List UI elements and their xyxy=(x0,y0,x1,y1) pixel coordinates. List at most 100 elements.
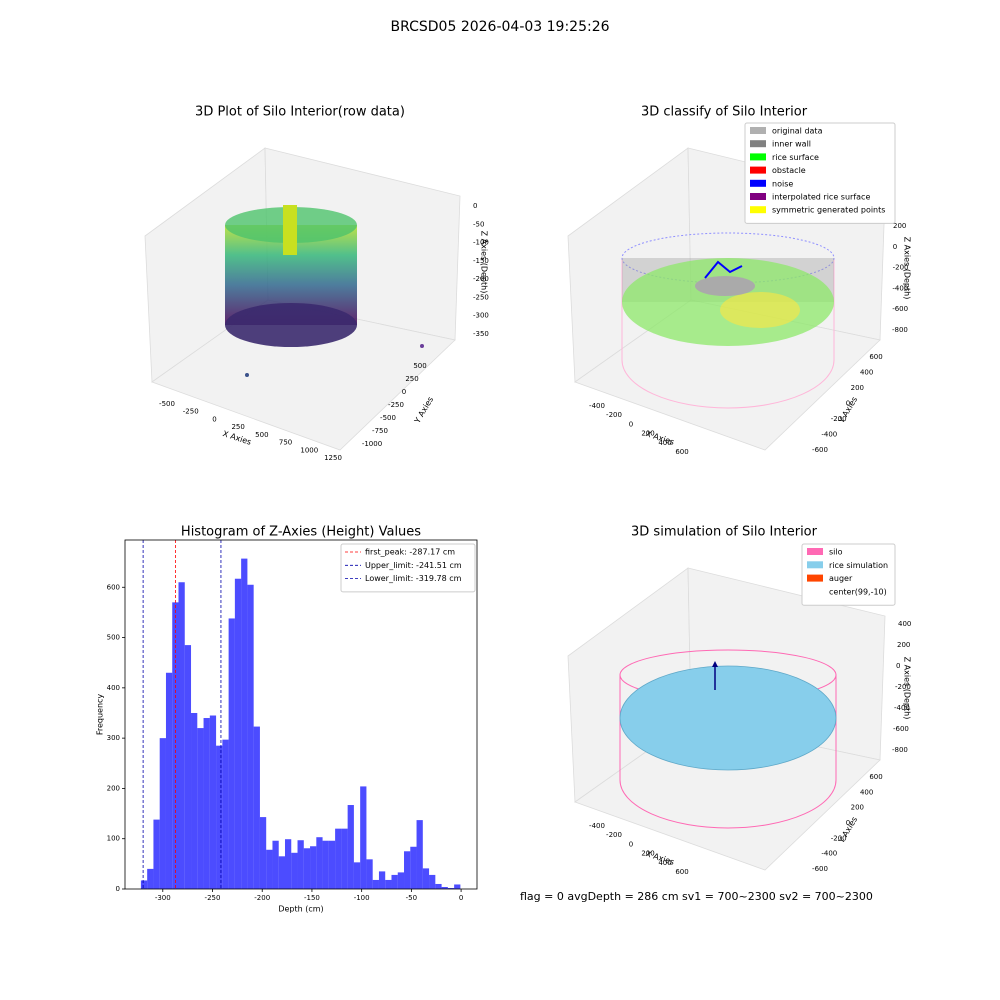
histogram-bar xyxy=(247,584,254,889)
z-tick-label: -200 xyxy=(473,275,489,283)
y-tick-label: 0 xyxy=(846,400,850,408)
z-tick-label: 200 xyxy=(897,641,910,649)
histogram-bar xyxy=(266,849,273,889)
histogram-bar xyxy=(347,805,354,889)
y-tick-label: 200 xyxy=(107,784,120,792)
y-tick-label: 0 xyxy=(402,388,406,396)
z-tick-label: 400 xyxy=(898,620,911,628)
histogram-bar xyxy=(435,883,442,889)
z-tick-label: -600 xyxy=(892,305,908,313)
legend-swatch xyxy=(750,206,766,214)
x-tick-label: 400 xyxy=(658,859,671,867)
legend-swatch xyxy=(750,153,766,161)
panes-4 xyxy=(567,567,886,871)
legend-label: noise xyxy=(772,179,793,188)
y-tick-label: -1000 xyxy=(362,440,382,448)
histogram-bar xyxy=(341,828,348,889)
histogram-bar xyxy=(328,840,336,889)
y-tick-label: -200 xyxy=(831,834,847,842)
histogram-bar xyxy=(228,618,235,889)
legend-label: rice simulation xyxy=(829,561,888,570)
x-axis-label: Depth (cm) xyxy=(278,905,323,914)
x-tick-label: 500 xyxy=(255,431,268,439)
histogram-bar xyxy=(322,840,329,889)
legend-label: interpolated rice surface xyxy=(772,193,870,202)
z-tick-label: -350 xyxy=(473,330,489,338)
histogram-bar xyxy=(203,718,210,889)
y-tick-label: 400 xyxy=(107,684,120,692)
y-tick-label: 100 xyxy=(107,835,120,843)
histogram-bar xyxy=(397,872,405,889)
histogram-bar xyxy=(422,868,430,889)
y-tick-label: -600 xyxy=(812,865,828,873)
x-tick-label: -150 xyxy=(304,894,320,902)
histogram-bar xyxy=(253,726,260,889)
x-tick-label: 0 xyxy=(629,420,633,428)
histogram-bar xyxy=(353,862,361,889)
legend-box xyxy=(801,543,896,606)
legend-swatch xyxy=(750,127,766,134)
histogram-bar xyxy=(153,819,160,889)
legend-swatch xyxy=(807,587,823,595)
histogram-bar xyxy=(259,817,267,889)
subplot-title: 3D simulation of Silo Interior xyxy=(631,525,818,540)
z-axis-label: Z Axies (Depth) xyxy=(480,231,489,294)
y-tick-label: 600 xyxy=(869,773,882,781)
histogram-bar xyxy=(197,728,204,889)
y-tick-label: 500 xyxy=(107,634,120,642)
histogram-bar xyxy=(209,715,217,889)
histogram-bar xyxy=(178,582,185,889)
legend-label: auger xyxy=(829,574,853,583)
histogram-bar xyxy=(316,837,323,889)
z-tick-label: -300 xyxy=(473,312,489,320)
z-axis-label: Z Axies (Depth) xyxy=(903,657,912,720)
z-tick-label: -150 xyxy=(473,257,489,265)
y-tick-label: 250 xyxy=(405,375,418,383)
histogram-bar xyxy=(429,874,436,889)
x-tick-label: 250 xyxy=(231,423,244,431)
z-tick-label: 0 xyxy=(896,662,900,670)
legend-swatch xyxy=(750,193,766,200)
z-tick-label: -50 xyxy=(473,220,484,228)
y-tick-label: -250 xyxy=(388,401,404,409)
histogram-bar xyxy=(447,887,455,889)
subplot-title: Histogram of Z-Axies (Height) Values xyxy=(181,525,421,540)
subplot-title: 3D classify of Silo Interior xyxy=(641,105,808,120)
histogram-bar xyxy=(278,856,285,889)
legend-label: obstacle xyxy=(772,166,806,175)
histogram-bar xyxy=(378,871,386,889)
histogram-bar xyxy=(159,738,166,889)
y-axis-label: Y Axies xyxy=(412,395,435,425)
legend-label: inner wall xyxy=(772,140,811,149)
legend-box xyxy=(340,543,476,593)
x-tick-label: 1000 xyxy=(300,446,318,454)
x-tick-label: -400 xyxy=(589,402,605,410)
histogram-bar xyxy=(310,846,317,889)
histogram-bar xyxy=(416,820,423,889)
histogram-bar xyxy=(303,848,311,889)
legend-label: Lower_limit: -319.78 cm xyxy=(365,574,462,583)
x-tick-label: -100 xyxy=(354,894,370,902)
x-tick-label: -400 xyxy=(589,822,605,830)
x-tick-label: -500 xyxy=(159,400,175,408)
z-tick-label: 0 xyxy=(473,202,477,210)
histogram-bar xyxy=(284,839,292,889)
panes-1 xyxy=(144,147,461,451)
y-tick-label: 300 xyxy=(107,734,120,742)
y-tick-label: 600 xyxy=(869,353,882,361)
y-tick-label: 600 xyxy=(107,583,120,591)
x-tick-label: -200 xyxy=(606,411,622,419)
x-tick-label: 0 xyxy=(459,894,463,902)
y-axis-label: Y Axies xyxy=(836,815,859,845)
histogram-bar xyxy=(385,879,392,889)
subplot-title: 3D Plot of Silo Interior(row data) xyxy=(195,105,405,120)
legend-swatch xyxy=(750,166,766,174)
histogram-bar xyxy=(234,578,242,889)
y-tick-label: 200 xyxy=(851,384,864,392)
y-tick-label: -750 xyxy=(372,427,388,435)
histogram-bar xyxy=(222,739,229,889)
histogram-bar xyxy=(391,874,398,889)
legend-swatch xyxy=(807,561,823,569)
histogram-bar xyxy=(335,828,342,889)
